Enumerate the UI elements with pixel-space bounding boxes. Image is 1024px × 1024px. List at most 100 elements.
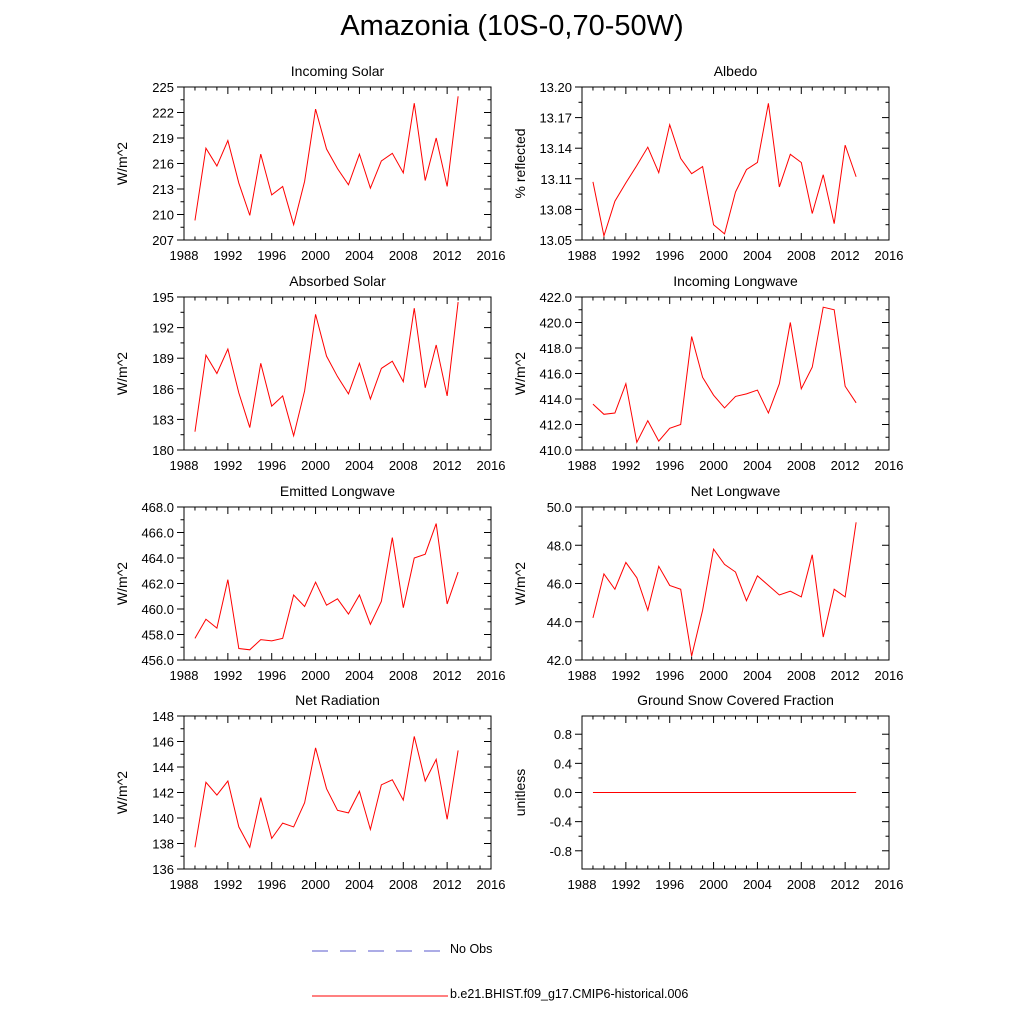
x-tick-label: 2008	[787, 458, 816, 473]
y-tick-label: 216	[152, 157, 174, 172]
panel-title: Albedo	[714, 63, 758, 79]
panel-title: Absorbed Solar	[289, 273, 386, 289]
y-tick-label: 213	[152, 182, 174, 197]
y-tick-label: 44.0	[547, 615, 572, 630]
panel-2: 1988 1992 1996 2000 2004 2008 2012 2016 13.05 13.…	[512, 63, 903, 263]
y-tick-label: 13.14	[539, 141, 572, 156]
y-tick-label: 456.0	[141, 653, 174, 668]
x-tick-label: 2016	[875, 248, 904, 263]
x-tick-label: 2000	[301, 877, 330, 892]
x-tick-label: 2012	[831, 248, 860, 263]
x-tick-label: 1992	[213, 668, 242, 683]
x-tick-label: 2000	[301, 248, 330, 263]
x-tick-label: 2008	[787, 248, 816, 263]
x-tick-label: 2016	[477, 668, 506, 683]
panel-title: Incoming Longwave	[673, 273, 798, 289]
y-axis-label: % reflected	[512, 128, 528, 198]
panel-5: 1988 1992 1996 2000 2004 2008 2012 2016 456.0 458…	[114, 483, 505, 683]
x-tick-label: 2016	[875, 458, 904, 473]
x-tick-label: 2004	[743, 668, 772, 683]
y-tick-label: 48.0	[547, 538, 572, 553]
legend-model: b.e21.BHIST.f09_g17.CMIP6-historical.006	[310, 986, 730, 1006]
y-tick-label: 420.0	[539, 316, 572, 331]
plot-frame	[581, 506, 890, 661]
y-tick-label: 0.4	[554, 756, 572, 771]
panel-title: Emitted Longwave	[280, 483, 395, 499]
x-tick-label: 2004	[743, 458, 772, 473]
x-tick-label: 2012	[433, 877, 462, 892]
x-tick-label: 1992	[611, 458, 640, 473]
legend-obs-swatch	[312, 950, 448, 952]
plot-frame	[183, 86, 492, 241]
x-tick-label: 2008	[389, 248, 418, 263]
x-tick-label: 2008	[389, 458, 418, 473]
x-tick-label: 1988	[170, 458, 199, 473]
x-tick-label: 1996	[655, 458, 684, 473]
y-tick-label: 207	[152, 233, 174, 248]
y-tick-label: 0.0	[554, 786, 572, 801]
y-tick-label: 222	[152, 106, 174, 121]
panel-4: 1988 1992 1996 2000 2004 2008 2012 2016 410.0 412…	[512, 273, 903, 473]
y-tick-label: 189	[152, 351, 174, 366]
figure-title: Amazonia (10S-0,70-50W)	[340, 10, 684, 42]
y-tick-label: 410.0	[539, 443, 572, 458]
legend-obs-label: No Obs	[450, 942, 493, 956]
plot-frame	[183, 296, 492, 451]
y-tick-label: 418.0	[539, 341, 572, 356]
series-line	[194, 302, 459, 438]
y-tick-label: 183	[152, 412, 174, 427]
x-tick-label: 2016	[477, 458, 506, 473]
x-tick-label: 2004	[345, 668, 374, 683]
y-axis-label: W/m^2	[512, 562, 528, 605]
series-line	[194, 736, 459, 849]
panel-7: 1988 1992 1996 2000 2004 2008 2012 2016 136 138 14…	[114, 692, 505, 892]
x-tick-label: 2012	[831, 668, 860, 683]
x-tick-label: 1992	[611, 877, 640, 892]
x-tick-label: 1988	[170, 668, 199, 683]
y-axis-label: W/m^2	[512, 352, 528, 395]
series-line	[194, 96, 459, 227]
y-tick-label: 0.8	[554, 727, 572, 742]
x-tick-label: 1996	[655, 877, 684, 892]
x-tick-label: 2008	[787, 668, 816, 683]
x-tick-label: 1988	[568, 877, 597, 892]
y-axis-label: W/m^2	[114, 562, 130, 605]
x-tick-label: 2016	[477, 877, 506, 892]
x-tick-label: 1992	[213, 248, 242, 263]
x-tick-label: 2004	[345, 877, 374, 892]
y-tick-label: 136	[152, 862, 174, 877]
y-tick-label: 42.0	[547, 653, 572, 668]
x-tick-label: 2004	[345, 248, 374, 263]
y-tick-label: 468.0	[141, 500, 174, 515]
y-tick-label: -0.8	[550, 844, 572, 859]
y-tick-label: 13.17	[539, 111, 572, 126]
x-tick-label: 2012	[831, 458, 860, 473]
x-tick-label: 2000	[699, 458, 728, 473]
y-tick-label: 148	[152, 709, 174, 724]
y-axis-label: W/m^2	[114, 142, 130, 185]
y-tick-label: 46.0	[547, 577, 572, 592]
x-tick-label: 1988	[568, 248, 597, 263]
y-axis-label: W/m^2	[114, 352, 130, 395]
x-tick-label: 1996	[257, 248, 286, 263]
plot-frame	[183, 506, 492, 661]
panel-6: 1988 1992 1996 2000 2004 2008 2012 2016 42.0 44.0…	[512, 483, 903, 683]
x-tick-label: 1992	[213, 877, 242, 892]
series-line	[592, 306, 857, 444]
y-tick-label: -0.4	[550, 815, 572, 830]
y-tick-label: 225	[152, 80, 174, 95]
x-tick-label: 2000	[699, 248, 728, 263]
panel-title: Net Longwave	[691, 483, 781, 499]
y-tick-label: 144	[152, 760, 174, 775]
x-tick-label: 2000	[301, 668, 330, 683]
x-tick-label: 2004	[345, 458, 374, 473]
x-tick-label: 1992	[213, 458, 242, 473]
x-tick-label: 1996	[655, 248, 684, 263]
legend-obs: No Obs	[310, 941, 570, 961]
y-tick-label: 186	[152, 382, 174, 397]
y-tick-label: 13.05	[539, 233, 572, 248]
y-tick-label: 460.0	[141, 602, 174, 617]
legend-model-label: b.e21.BHIST.f09_g17.CMIP6-historical.006	[450, 987, 689, 1001]
x-tick-label: 2008	[389, 668, 418, 683]
y-tick-label: 219	[152, 131, 174, 146]
